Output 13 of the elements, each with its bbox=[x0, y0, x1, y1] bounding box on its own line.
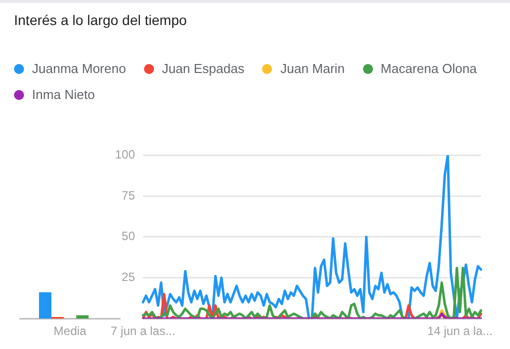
legend-label: Macarena Olona bbox=[380, 60, 477, 78]
legend-label: Inma Nieto bbox=[31, 86, 95, 104]
x-tick-label: Media bbox=[54, 324, 87, 338]
chart-title: Interés a lo largo del tiempo bbox=[14, 12, 187, 28]
x-tick-label: 14 jun a la... bbox=[427, 324, 493, 338]
legend-label: Juanma Moreno bbox=[31, 60, 126, 78]
y-tick-label: 100 bbox=[114, 148, 136, 162]
x-tick-label: 7 jun a las... bbox=[110, 324, 176, 338]
y-tick-label: 75 bbox=[122, 188, 136, 202]
y-tick-label: 25 bbox=[122, 270, 136, 284]
legend-label: Juan Espadas bbox=[160, 60, 244, 78]
legend-label: Juan Marin bbox=[279, 60, 345, 78]
y-tick-label: 50 bbox=[122, 229, 136, 244]
